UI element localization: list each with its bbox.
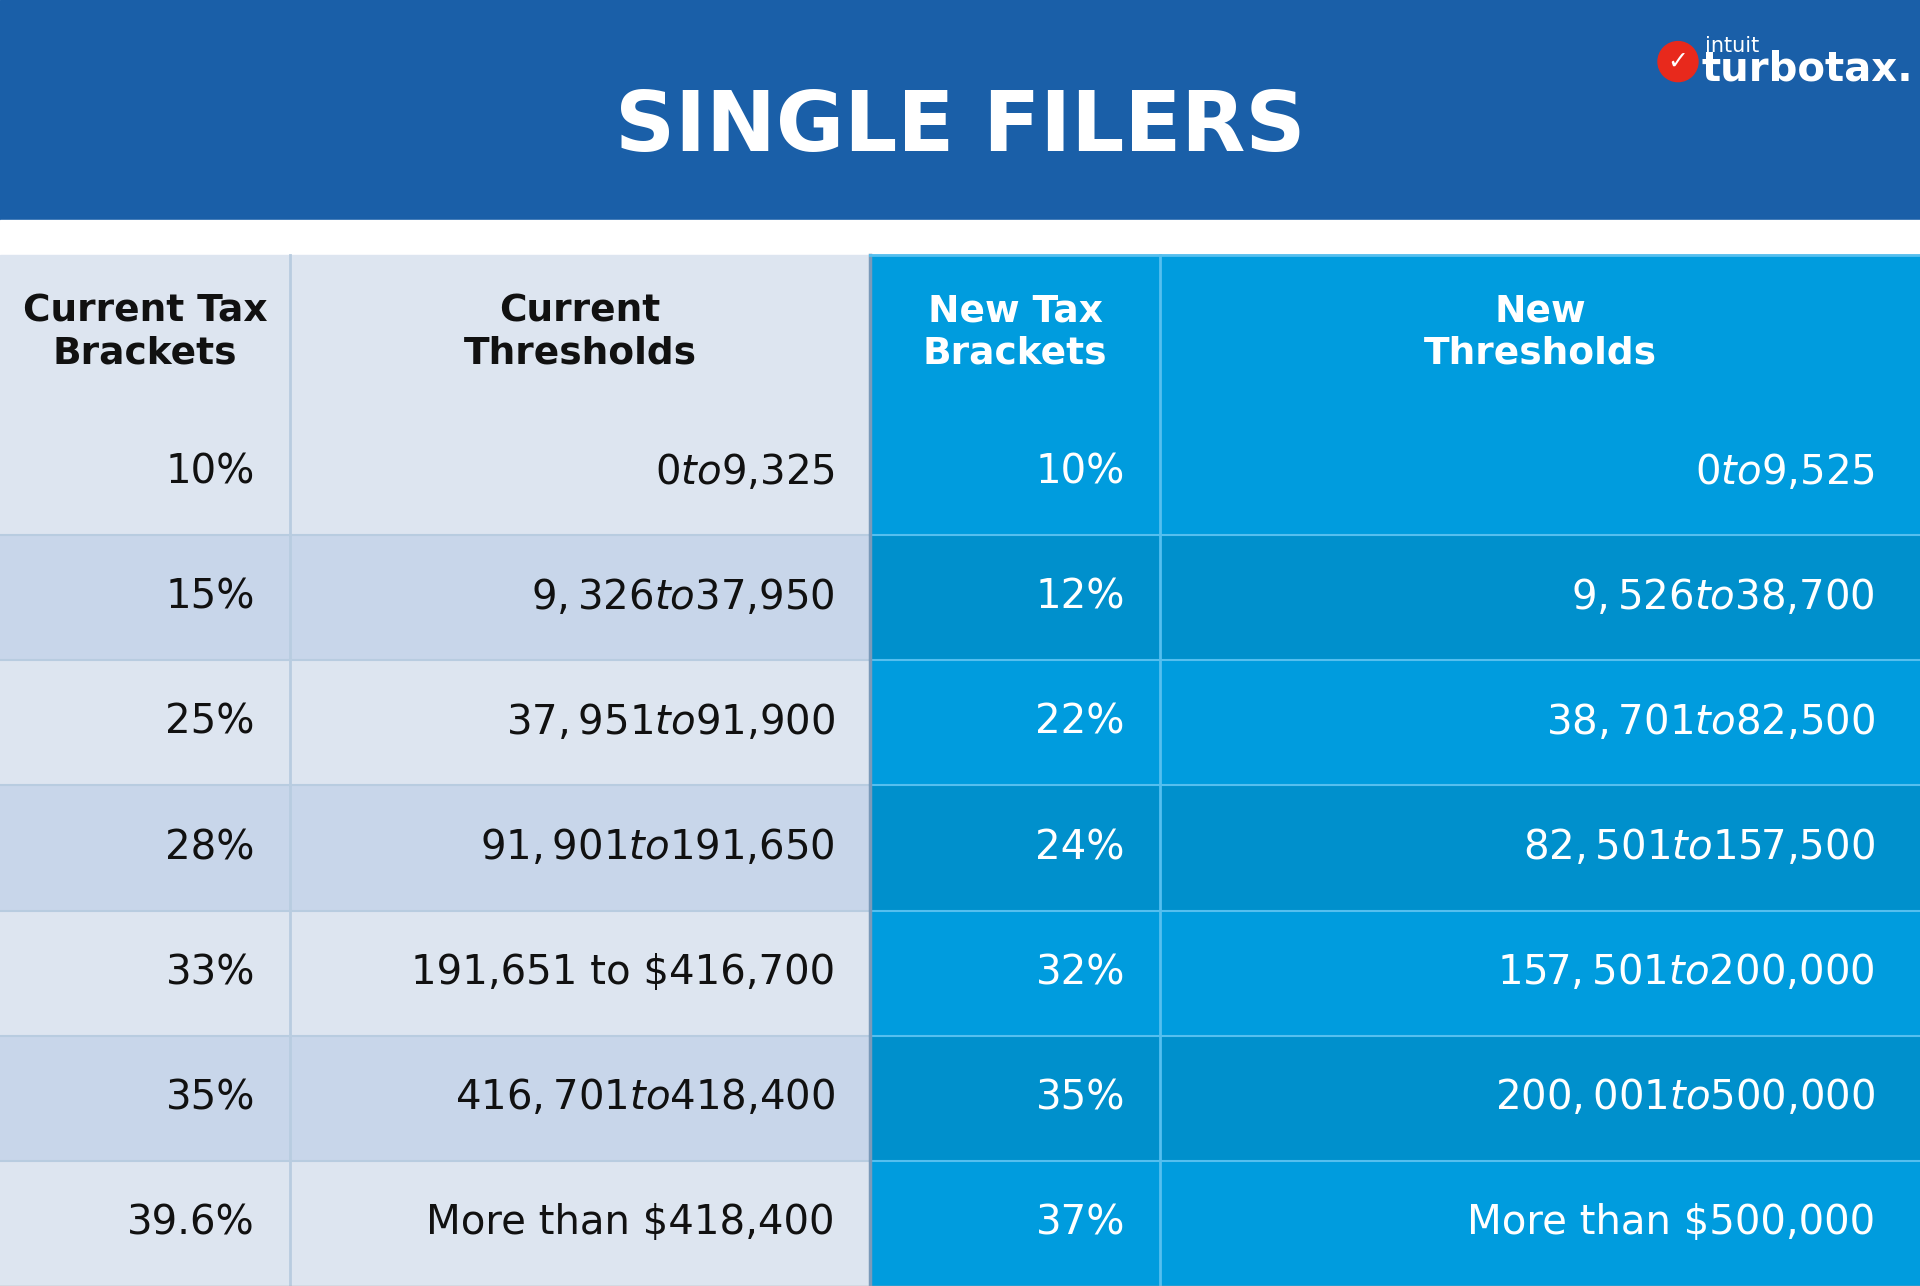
Bar <box>870 410 1920 535</box>
Text: 32%: 32% <box>1035 953 1125 993</box>
Text: 15%: 15% <box>165 577 255 617</box>
Text: $82,501 to $157,500: $82,501 to $157,500 <box>1523 828 1876 868</box>
Text: intuit: intuit <box>1705 36 1759 55</box>
Text: 35%: 35% <box>165 1078 255 1119</box>
Text: Current
Thresholds: Current Thresholds <box>463 293 697 372</box>
Bar <box>0 786 870 910</box>
Text: 28%: 28% <box>165 828 255 868</box>
Text: Current Tax
Brackets: Current Tax Brackets <box>23 293 267 372</box>
Bar <box>870 1035 1920 1161</box>
Bar <box>0 660 870 786</box>
Text: 35%: 35% <box>1035 1078 1125 1119</box>
Text: 25%: 25% <box>165 703 255 743</box>
Text: 191,651 to $416,700: 191,651 to $416,700 <box>411 953 835 993</box>
Text: 37%: 37% <box>1035 1204 1125 1244</box>
Bar <box>870 910 1920 1035</box>
Text: $157,501 to $200,000: $157,501 to $200,000 <box>1498 953 1876 993</box>
Bar <box>0 910 870 1035</box>
Bar <box>870 255 1920 410</box>
Text: 12%: 12% <box>1035 577 1125 617</box>
Text: More than $418,400: More than $418,400 <box>426 1204 835 1244</box>
Text: $9,526 to $38,700: $9,526 to $38,700 <box>1571 577 1876 617</box>
Text: $416,701 to $418,400: $416,701 to $418,400 <box>455 1078 835 1119</box>
Text: SINGLE FILERS: SINGLE FILERS <box>614 87 1306 168</box>
Bar <box>870 535 1920 660</box>
Bar <box>0 1035 870 1161</box>
Bar <box>0 410 870 535</box>
Text: turbotax.: turbotax. <box>1701 50 1914 90</box>
Text: $37, 951 to $91,900: $37, 951 to $91,900 <box>505 703 835 743</box>
Bar <box>0 220 1920 255</box>
Text: $0 to $9,325: $0 to $9,325 <box>655 453 835 493</box>
Bar <box>0 1161 870 1286</box>
Circle shape <box>1659 41 1697 81</box>
Text: 24%: 24% <box>1035 828 1125 868</box>
Text: $9,326 to $37,950: $9,326 to $37,950 <box>532 577 835 617</box>
Bar <box>0 0 1920 220</box>
Bar <box>870 786 1920 910</box>
Text: 39.6%: 39.6% <box>127 1204 255 1244</box>
Text: New
Thresholds: New Thresholds <box>1423 293 1657 372</box>
Bar <box>870 1161 1920 1286</box>
Text: New Tax
Brackets: New Tax Brackets <box>924 293 1108 372</box>
Text: 10%: 10% <box>165 453 255 493</box>
Bar <box>0 535 870 660</box>
Text: More than $500,000: More than $500,000 <box>1467 1204 1876 1244</box>
Bar <box>870 660 1920 786</box>
Text: ✓: ✓ <box>1667 50 1688 73</box>
Text: $91,901 to $191,650: $91,901 to $191,650 <box>480 828 835 868</box>
Text: $200,001 to $500,000: $200,001 to $500,000 <box>1494 1078 1876 1119</box>
Text: $0 to $9,525: $0 to $9,525 <box>1695 453 1876 493</box>
Text: 33%: 33% <box>165 953 255 993</box>
Text: 22%: 22% <box>1035 703 1125 743</box>
Bar <box>0 255 870 410</box>
Text: $38,701 to $82,500: $38,701 to $82,500 <box>1546 703 1876 743</box>
Text: 10%: 10% <box>1035 453 1125 493</box>
